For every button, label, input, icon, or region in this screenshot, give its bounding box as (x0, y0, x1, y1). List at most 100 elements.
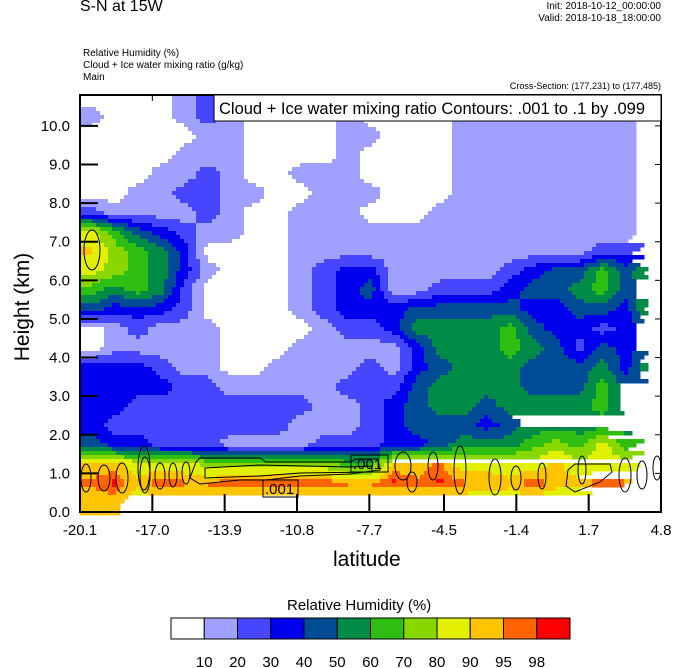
rh-cell (340, 391, 397, 396)
rh-cell (80, 167, 153, 172)
rh-cell (192, 283, 205, 288)
rh-cell (452, 187, 637, 192)
rh-cell (220, 479, 333, 484)
rh-cell (392, 463, 433, 468)
rh-cell (596, 347, 617, 352)
rh-cell (528, 391, 581, 396)
rh-cell (188, 259, 201, 264)
rh-cell (168, 271, 177, 276)
rh-cell (592, 479, 625, 484)
rh-cell (172, 103, 197, 108)
rh-cell (296, 203, 369, 208)
rh-cell (164, 299, 181, 304)
rh-cell (160, 375, 209, 380)
rh-cell (288, 275, 313, 280)
rh-cell (608, 323, 637, 328)
rh-cell (572, 291, 597, 296)
rh-cell (280, 355, 401, 360)
rh-cell (380, 479, 393, 484)
cloud-contour (652, 455, 662, 481)
rh-cell (520, 367, 593, 372)
rh-cell (92, 219, 109, 224)
rh-cell (204, 295, 289, 300)
rh-cell (388, 299, 409, 304)
cloud-contour (510, 465, 522, 491)
rh-cell (500, 327, 517, 332)
rh-cell (148, 175, 197, 180)
rh-cell (400, 351, 413, 356)
rh-cell (80, 187, 129, 192)
rh-cell (132, 459, 205, 464)
cloud-contour (394, 451, 412, 481)
rh-cell (600, 331, 605, 336)
rh-cell (404, 403, 429, 408)
rh-cell (608, 367, 621, 372)
rh-cell (116, 483, 125, 488)
rh-cell (184, 483, 209, 488)
rh-cell (288, 427, 357, 432)
rh-cell (188, 255, 197, 260)
rh-cell (80, 191, 129, 196)
rh-cell (448, 443, 521, 448)
rh-cell (400, 471, 425, 476)
rh-cell (108, 247, 125, 252)
rh-cell (524, 483, 545, 488)
rh-cell (628, 303, 637, 308)
rh-cell (336, 279, 369, 284)
rh-cell (376, 271, 389, 276)
rh-cell (632, 315, 641, 320)
rh-cell (520, 491, 545, 496)
rh-cell (80, 503, 121, 508)
rh-cell (220, 387, 337, 392)
rh-cell (188, 179, 221, 184)
rh-cell (148, 331, 221, 336)
x-tick-label: 4.8 (651, 522, 672, 539)
rh-cell (136, 395, 305, 400)
plot-title: S-N at 15W (80, 0, 163, 15)
rh-cell (452, 139, 637, 144)
rh-cell (412, 431, 513, 436)
rh-cell (196, 227, 245, 232)
rh-cell (580, 391, 597, 396)
rh-cell (288, 267, 313, 272)
rh-cell (80, 299, 101, 304)
rh-cell (500, 423, 521, 428)
rh-cell (80, 499, 125, 504)
rh-cell (80, 243, 105, 248)
rh-cell (412, 351, 425, 356)
rh-cell (384, 399, 409, 404)
colorbar-title: Relative Humidity (%) (287, 597, 432, 614)
rh-cell (540, 343, 561, 348)
rh-cell (220, 207, 245, 212)
x-tick-label: -1.4 (503, 522, 529, 539)
rh-cell (80, 215, 109, 220)
rh-cell (108, 199, 121, 204)
rh-cell (308, 187, 381, 192)
rh-cell (380, 447, 421, 452)
rh-cell (152, 479, 185, 484)
rh-cell (140, 335, 221, 340)
rh-cell (640, 363, 649, 368)
rh-cell (336, 387, 401, 392)
rh-cell (632, 359, 641, 364)
rh-cell (304, 447, 381, 452)
rh-cell (504, 263, 537, 268)
rh-cell (608, 343, 637, 348)
rh-cell (532, 279, 581, 284)
rh-cell (312, 295, 337, 300)
rh-cell (420, 447, 453, 452)
rh-cell (80, 383, 173, 388)
rh-cell (636, 267, 649, 272)
rh-cell (504, 283, 529, 288)
rh-cell (424, 443, 449, 448)
rh-cell (312, 283, 337, 288)
rh-cell (264, 191, 313, 196)
rh-cell (488, 395, 597, 400)
rh-cell (428, 363, 453, 368)
rh-cell (588, 455, 621, 460)
rh-cell (288, 283, 313, 288)
rh-cell (516, 451, 549, 456)
cloud-contour (618, 457, 632, 493)
rh-cell (144, 363, 173, 368)
rh-cell (116, 451, 193, 456)
